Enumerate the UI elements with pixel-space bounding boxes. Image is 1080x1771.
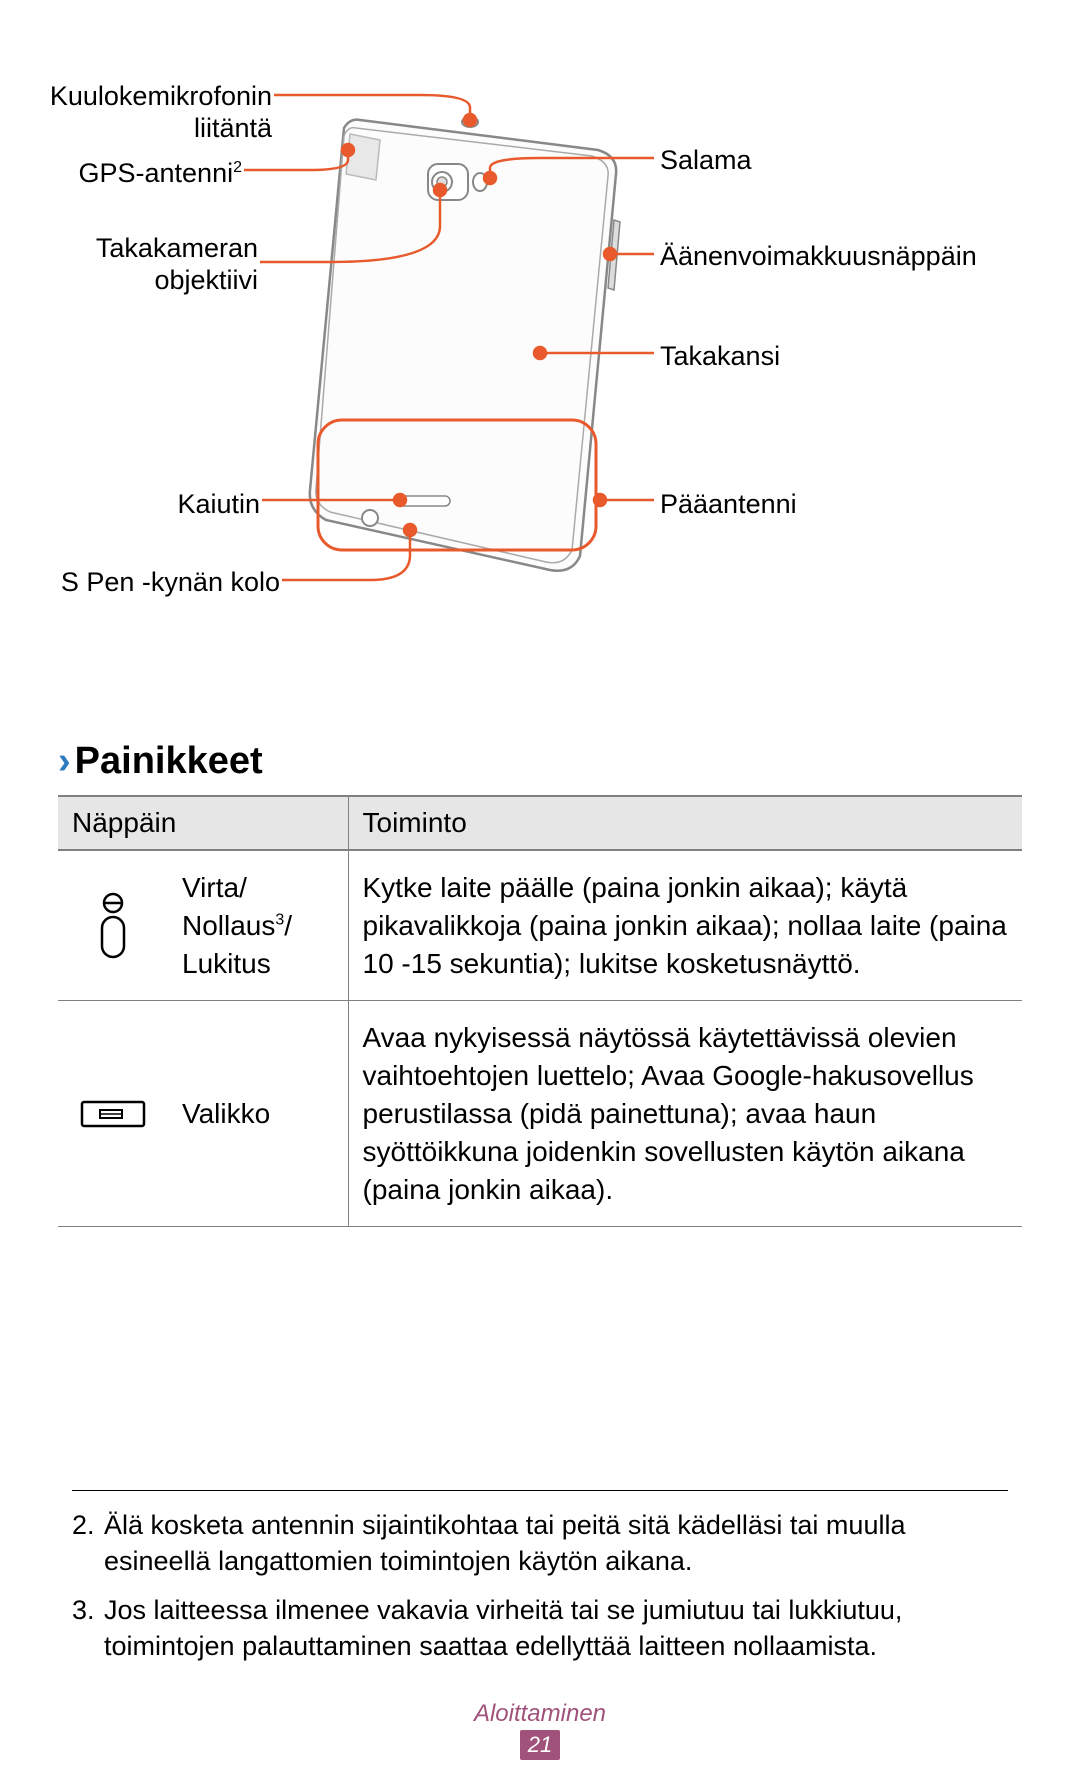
- table-row: Virta/Nollaus3/LukitusKytke laite päälle…: [58, 850, 1022, 1001]
- header-key: Näppäin: [58, 796, 348, 850]
- footnote-text: Jos laitteessa ilmenee vakavia virheitä …: [104, 1592, 1008, 1665]
- section-heading: ›Painikkeet: [58, 740, 263, 783]
- diagram-label: GPS-antenni2: [12, 157, 242, 189]
- button-name: Virta/Nollaus3/Lukitus: [168, 850, 348, 1001]
- device-diagram: Kuulokemikrofonin liitäntä GPS-antenni2 Ta…: [0, 50, 1080, 670]
- diagram-label: Takakameran objektiivi: [28, 232, 258, 297]
- button-icon-cell: [58, 1001, 168, 1227]
- menu-button-icon: [78, 1094, 148, 1134]
- footnote-number: 2.: [72, 1507, 104, 1580]
- footnote: 2.Älä kosketa antennin sijaintikohtaa ta…: [72, 1507, 1008, 1580]
- table-header-row: Näppäin Toiminto: [58, 796, 1022, 850]
- diagram-label: Kuulokemikrofonin liitäntä: [14, 80, 272, 145]
- power-button-icon: [93, 891, 133, 961]
- page-number: 21: [520, 1730, 560, 1760]
- footer-section-title: Aloittaminen: [0, 1700, 1080, 1728]
- footnote: 3.Jos laitteessa ilmenee vakavia virheit…: [72, 1592, 1008, 1665]
- button-function: Avaa nykyisessä näytössä käytettävissä o…: [348, 1001, 1022, 1227]
- table-row: ValikkoAvaa nykyisessä näytössä käytettä…: [58, 1001, 1022, 1227]
- diagram-label: Takakansi: [660, 340, 860, 372]
- buttons-table: Näppäin Toiminto Virta/Nollaus3/LukitusK…: [58, 795, 1022, 1227]
- diagram-label: S Pen -kynän kolo: [20, 566, 280, 598]
- footnote-number: 3.: [72, 1592, 104, 1665]
- button-name: Valikko: [168, 1001, 348, 1227]
- section-title: Painikkeet: [75, 740, 263, 782]
- diagram-label: Salama: [660, 144, 860, 176]
- header-function: Toiminto: [348, 796, 1022, 850]
- diagram-label: Kaiutin: [60, 488, 260, 520]
- button-function: Kytke laite päälle (paina jonkin aikaa);…: [348, 850, 1022, 1001]
- diagram-label: Äänenvoimakkuusnäppäin: [660, 240, 1040, 272]
- chevron-icon: ›: [58, 740, 71, 782]
- footnote-text: Älä kosketa antennin sijaintikohtaa tai …: [104, 1507, 1008, 1580]
- diagram-label: Pääantenni: [660, 488, 860, 520]
- footnotes: 2.Älä kosketa antennin sijaintikohtaa ta…: [72, 1490, 1008, 1677]
- button-icon-cell: [58, 850, 168, 1001]
